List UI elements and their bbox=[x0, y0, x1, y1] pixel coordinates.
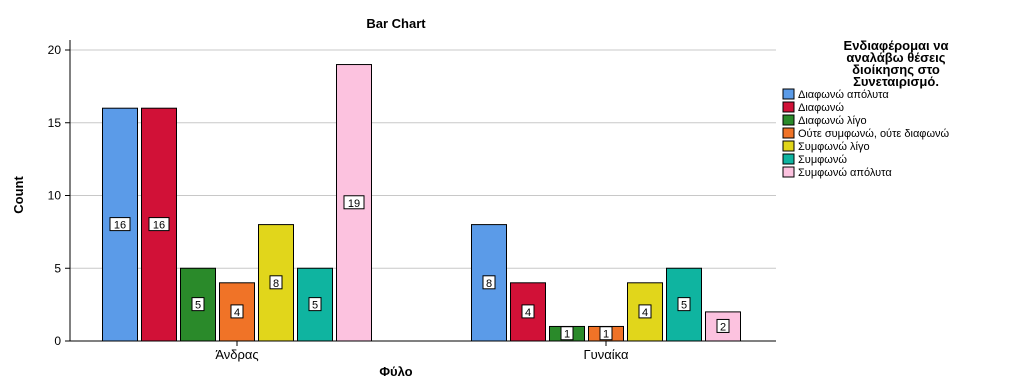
legend-title: αναλάβω θέσεις bbox=[846, 50, 945, 65]
legend-swatch bbox=[782, 153, 795, 165]
legend-swatch bbox=[782, 140, 795, 152]
data-label: 5 bbox=[195, 300, 201, 312]
legend-title: διοίκησης στο bbox=[852, 62, 940, 77]
y-tick-label: 5 bbox=[54, 261, 61, 275]
legend-item: Διαφωνώ bbox=[798, 102, 844, 114]
legend-item: Συμφωνώ bbox=[798, 154, 847, 166]
legend-swatch bbox=[782, 166, 795, 178]
data-label: 5 bbox=[312, 300, 318, 312]
data-label-box bbox=[109, 217, 131, 232]
legend-swatch bbox=[782, 114, 795, 126]
data-label: 2 bbox=[720, 321, 726, 333]
legend-title: Συνεταιρισμό. bbox=[853, 74, 939, 89]
data-label: 4 bbox=[234, 307, 240, 319]
legend-title: Ενδιαφέρομαι να bbox=[844, 38, 949, 53]
x-category-labels: Άνδρας Γυναίκα bbox=[215, 347, 629, 362]
data-label: 8 bbox=[273, 278, 279, 290]
bar bbox=[180, 267, 216, 342]
data-label-box bbox=[560, 326, 574, 341]
data-label-box bbox=[482, 275, 496, 290]
legend-item: Συμφωνώ λίγο bbox=[798, 141, 870, 153]
data-label-box bbox=[308, 297, 322, 312]
data-label: 4 bbox=[642, 307, 648, 319]
grid-lines bbox=[70, 49, 776, 269]
axes bbox=[69, 40, 776, 346]
y-tick-label: 10 bbox=[48, 189, 62, 203]
legend-swatch bbox=[782, 88, 795, 100]
data-label-box bbox=[269, 275, 283, 290]
data-label: 1 bbox=[564, 329, 570, 341]
data-label-box bbox=[191, 297, 205, 312]
data-label: 16 bbox=[114, 220, 126, 232]
data-label: 8 bbox=[486, 278, 492, 290]
legend-item: Διαφωνώ απόλυτα bbox=[798, 89, 889, 101]
data-label-box bbox=[716, 318, 730, 333]
x-category-label: Άνδρας bbox=[215, 347, 258, 362]
legend-item: Συμφωνώ απόλυτα bbox=[798, 167, 892, 179]
y-tick-labels: 0 5 10 15 20 bbox=[48, 43, 70, 348]
x-category-label: Γυναίκα bbox=[583, 347, 629, 362]
y-tick-label: 20 bbox=[48, 43, 62, 57]
x-axis-label: Φύλο bbox=[379, 364, 412, 379]
data-label-box bbox=[599, 326, 613, 341]
data-label-box bbox=[230, 304, 244, 319]
data-label: 19 bbox=[348, 198, 360, 210]
data-label: 5 bbox=[681, 300, 687, 312]
y-tick-label: 15 bbox=[48, 116, 62, 130]
data-label: 4 bbox=[525, 307, 531, 319]
data-label-box bbox=[638, 304, 652, 319]
chart-title: Bar Chart bbox=[366, 16, 426, 31]
data-label: 16 bbox=[153, 220, 165, 232]
data-label-box bbox=[148, 217, 170, 232]
data-label-box bbox=[677, 297, 691, 312]
legend-item: Διαφωνώ λίγο bbox=[798, 115, 867, 127]
y-axis-label: Count bbox=[11, 176, 26, 214]
data-label: 1 bbox=[603, 329, 609, 341]
data-label-box bbox=[343, 195, 365, 210]
legend-swatch bbox=[782, 101, 795, 113]
legend-swatch bbox=[782, 127, 795, 139]
data-label-box bbox=[521, 304, 535, 319]
y-tick-label: 0 bbox=[54, 334, 61, 348]
data-labels: 16 16 5 4 8 5 19 8 4 1 1 4 5 2 bbox=[109, 195, 730, 341]
legend-item: Ούτε συμφωνώ, ούτε διαφωνώ bbox=[798, 128, 950, 140]
